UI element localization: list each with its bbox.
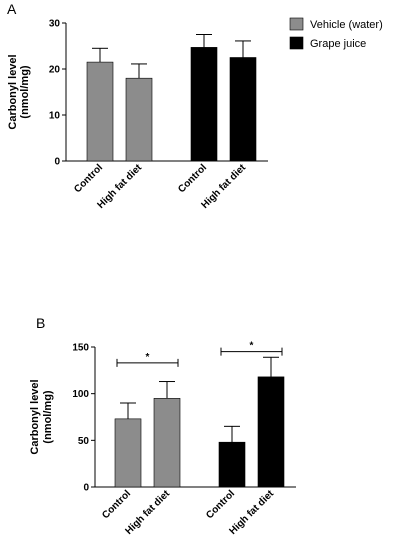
y-tick-label: 100 [72, 389, 89, 400]
bar [257, 376, 285, 488]
y-tick-label: 20 [49, 65, 61, 76]
bar [229, 57, 257, 162]
y-tick-label: 10 [49, 111, 61, 122]
legend-swatch [289, 17, 304, 31]
category-label: Control [72, 162, 105, 195]
significance-star: * [250, 341, 254, 352]
bar [218, 441, 246, 488]
y-tick-label: 150 [72, 343, 89, 354]
y-tick-label: 0 [54, 157, 60, 168]
y-axis-title-line1: Carbonyl level [29, 379, 41, 454]
y-axis-title-line2: (nmol/mg) [19, 65, 31, 118]
y-axis-title: Carbonyl level(nmol/mg) [29, 379, 54, 454]
y-tick-label: 0 [83, 483, 89, 494]
bar [125, 77, 153, 162]
legend: Vehicle (water) Grape juice [289, 17, 383, 50]
category-label: Control [204, 488, 237, 521]
panel-b-letter: B [36, 315, 46, 331]
category-label: Control [100, 488, 133, 521]
significance-star: * [146, 352, 150, 363]
bar [190, 47, 218, 162]
y-axis-title-line1: Carbonyl level [7, 54, 19, 129]
panel-a-letter: A [7, 1, 17, 17]
bar [153, 398, 181, 488]
legend-swatch [289, 36, 304, 50]
bar [114, 418, 142, 488]
y-tick-label: 50 [78, 436, 90, 447]
legend-label: Grape juice [310, 38, 366, 50]
y-tick-label: 30 [49, 19, 61, 30]
y-axis-title-line2: (nmol/mg) [42, 390, 54, 443]
bar [86, 61, 114, 162]
legend-label: Vehicle (water) [310, 19, 383, 31]
category-label: Control [176, 162, 209, 195]
y-axis-title: Carbonyl level(nmol/mg) [7, 54, 31, 129]
